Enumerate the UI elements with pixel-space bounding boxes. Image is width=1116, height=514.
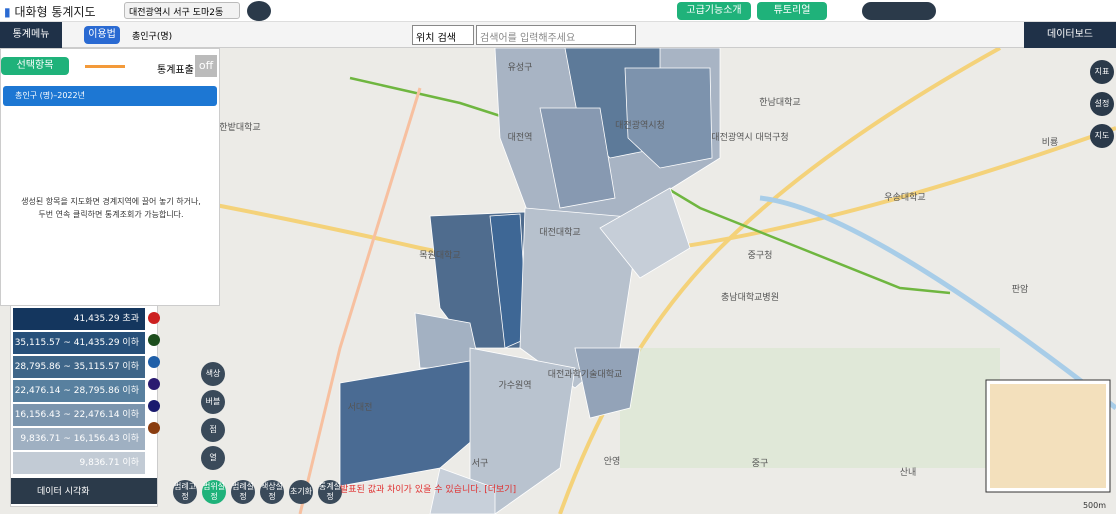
dashboard-button[interactable]: 데이터보드: [1024, 22, 1116, 48]
menu-button[interactable]: 통계메뉴: [0, 22, 62, 48]
park: [620, 348, 1000, 468]
view-button[interactable]: 점: [201, 418, 225, 442]
tutorial-button[interactable]: 튜토리얼: [757, 2, 827, 20]
map-label: 대전대학교: [539, 227, 580, 238]
toolbar: 통계메뉴 이용법 총인구(명) 위치 검색 검색어를 입력해주세요 데이터보드: [0, 22, 1116, 48]
view-button[interactable]: 버블: [201, 390, 225, 414]
map-label: 가수원역: [498, 380, 531, 391]
road: [298, 87, 422, 514]
indicator: 총인구(명): [132, 32, 173, 42]
map-label: 중구청: [748, 250, 773, 261]
region: [429, 467, 496, 514]
map-label: 산내: [900, 467, 917, 478]
search-type[interactable]: 위치 검색: [412, 25, 474, 45]
map-label: 대전광역시 대덕구청: [711, 131, 788, 143]
legend-range[interactable]: 16,156.43 ~ 22,476.14 이하: [13, 404, 145, 426]
legend-range[interactable]: 22,476.14 ~ 28,795.86 이하: [13, 380, 145, 402]
legend-range[interactable]: 9,836.71 ~ 16,156.43 이하: [13, 428, 145, 450]
side-button[interactable]: 지도: [1090, 124, 1114, 148]
map-tool[interactable]: 범위설정: [202, 480, 226, 504]
minimap-area: [990, 384, 1106, 488]
region: [339, 360, 476, 487]
color-option[interactable]: [148, 312, 160, 324]
region: [599, 187, 691, 279]
legend-range[interactable]: 9,836.71 이하: [13, 452, 145, 474]
subway-line: [349, 76, 951, 295]
side-button[interactable]: 지표: [1090, 60, 1114, 84]
map-label: 대전과학기술대학교: [548, 369, 623, 380]
selected-item[interactable]: 총인구 (명)–2022년: [3, 86, 217, 106]
view-button[interactable]: 열: [201, 446, 225, 470]
map-label: 충남대학교병원: [721, 292, 779, 303]
map-label: 유성구: [508, 62, 533, 73]
top-bar: ▮ 대화형 통계지도 대전광역시 서구 도마2동 고급기능소개 튜토리얼: [0, 0, 1116, 22]
legend-range[interactable]: 35,115.57 ~ 41,435.29 이하: [13, 332, 145, 354]
map-label: 비룡: [1042, 137, 1059, 148]
legend-footer[interactable]: 데이터 시각화: [11, 478, 157, 504]
map-tool[interactable]: 범례고정: [173, 480, 197, 504]
display-label: 통계표출: [157, 65, 194, 76]
color-option[interactable]: [148, 422, 160, 434]
select-button[interactable]: 선택항목: [1, 57, 69, 75]
help-button[interactable]: 이용법: [84, 26, 120, 44]
region: [539, 107, 616, 209]
region: [574, 347, 641, 419]
search-button[interactable]: [247, 1, 271, 21]
map-label: 한밭대학교: [219, 122, 260, 133]
logo: ▮ 대화형 통계지도: [4, 5, 96, 19]
map-label: 서대전: [348, 402, 373, 413]
color-option[interactable]: [148, 334, 160, 346]
map-label: 중구: [752, 458, 769, 469]
slider[interactable]: [85, 65, 125, 68]
map-tool[interactable]: 통계설정: [318, 480, 342, 504]
map-label: 안영: [604, 456, 621, 467]
feature-button[interactable]: 고급기능소개: [677, 2, 751, 20]
side-button[interactable]: 설정: [1090, 92, 1114, 116]
view-button[interactable]: 색상: [201, 362, 225, 386]
region: [469, 347, 576, 514]
scale-label: 500m: [1083, 501, 1106, 510]
map-label: 대전광역시청: [615, 119, 665, 131]
map-label: 대전역: [508, 132, 533, 143]
hint: 두번 연속 클릭하면 통계조회가 가능합니다.: [38, 210, 184, 219]
map-label: 서구: [472, 458, 489, 469]
choropleth: [339, 48, 721, 514]
region: [624, 67, 713, 169]
legend-range[interactable]: 28,795.86 ~ 35,115.57 이하: [13, 356, 145, 378]
map-label: 판암: [1012, 283, 1029, 295]
color-option[interactable]: [148, 400, 160, 412]
display-toggle[interactable]: off: [195, 55, 217, 77]
color-option[interactable]: [148, 356, 160, 368]
search-input[interactable]: 검색어를 입력해주세요: [476, 25, 636, 45]
color-option[interactable]: [148, 378, 160, 390]
view-toggle[interactable]: [862, 2, 936, 20]
legend: 데이터 시각화 41,435.29 초과 35,115.57 ~ 41,435.2…: [10, 305, 160, 507]
map-label: 한남대학교: [759, 97, 800, 108]
app-title: 대화형 통계지도: [14, 5, 96, 19]
region-select[interactable]: 대전광역시 서구 도마2동: [124, 2, 240, 19]
map-tool[interactable]: 초기화: [289, 480, 313, 504]
legend-range[interactable]: 41,435.29 초과: [13, 308, 145, 330]
left-panel: 선택항목 통계표출 off 총인구 (명)–2022년 생성된 항목을 지도화면…: [0, 48, 220, 306]
notice[interactable]: 발표된 값과 차이가 있을 수 있습니다. [더보기]: [340, 485, 517, 495]
map-label: 목원대학교: [419, 250, 460, 261]
hint: 생성된 항목을 지도화면 경계지역에 끌어 놓기 하거나,: [21, 197, 201, 206]
map-label: 우송대학교: [884, 192, 925, 203]
map-tool[interactable]: 범례설정: [231, 480, 255, 504]
river: [759, 195, 1116, 410]
map-tool[interactable]: 색상설정: [260, 480, 284, 504]
